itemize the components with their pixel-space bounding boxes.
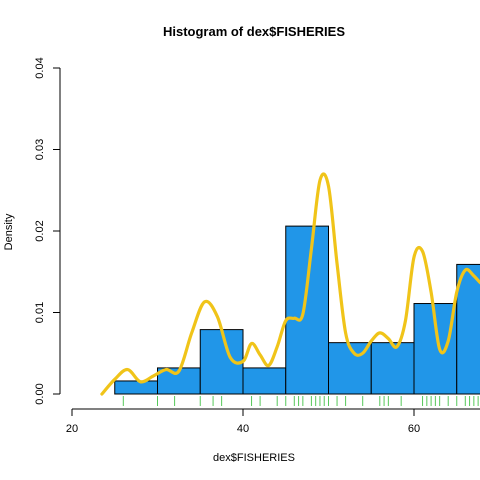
y-tick-label: 0.00 xyxy=(34,383,46,404)
x-tick-label: 60 xyxy=(408,423,420,435)
y-axis: 0.00 0.01 0.02 0.03 0.04 xyxy=(34,57,61,405)
chart-title: Histogram of dex$FISHERIES xyxy=(163,24,345,39)
histogram-bar xyxy=(242,367,287,395)
y-tick-label: 0.01 xyxy=(34,302,46,323)
y-axis-label: Density xyxy=(3,213,15,250)
histogram-bars xyxy=(114,225,480,395)
histogram-bar xyxy=(285,225,329,395)
x-axis-label: dex$FISHERIES xyxy=(213,452,295,464)
x-axis: 20406080100 xyxy=(66,408,480,435)
y-tick-label: 0.02 xyxy=(34,220,46,241)
histogram-bar xyxy=(114,380,158,395)
histogram-bar xyxy=(456,263,480,395)
x-tick-label: 20 xyxy=(66,423,78,435)
y-tick-label: 0.03 xyxy=(34,139,46,160)
histogram-bar xyxy=(370,342,415,395)
x-tick-label: 40 xyxy=(237,423,249,435)
density-curve xyxy=(100,172,480,396)
rug-marks xyxy=(122,396,479,406)
density-curve-group xyxy=(100,172,480,396)
y-tick-label: 0.04 xyxy=(34,57,46,78)
